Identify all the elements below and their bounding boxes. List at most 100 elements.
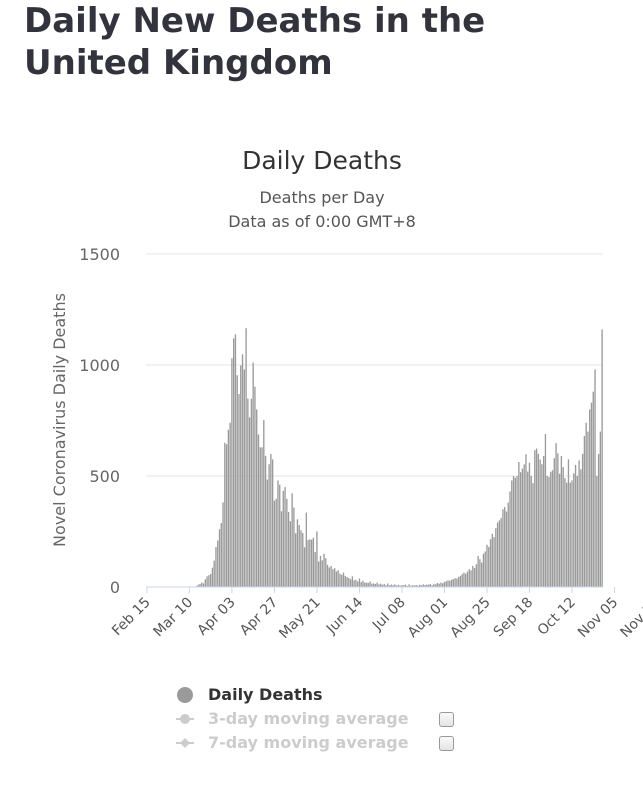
bar[interactable]	[463, 572, 465, 587]
bar[interactable]	[601, 329, 603, 587]
bar[interactable]	[470, 570, 472, 587]
bar[interactable]	[234, 334, 237, 587]
bar[interactable]	[349, 579, 352, 587]
bar[interactable]	[452, 579, 454, 587]
bar[interactable]	[312, 537, 315, 587]
bar[interactable]	[417, 585, 419, 587]
bar[interactable]	[512, 476, 515, 587]
bar[interactable]	[395, 585, 398, 587]
bar[interactable]	[332, 569, 334, 587]
bar[interactable]	[440, 582, 442, 587]
bar[interactable]	[450, 579, 453, 587]
bar[interactable]	[434, 584, 437, 587]
bar[interactable]	[380, 583, 382, 587]
bar[interactable]	[555, 443, 557, 587]
bar[interactable]	[525, 454, 527, 587]
bar[interactable]	[509, 491, 511, 587]
bar[interactable]	[589, 409, 591, 587]
bar[interactable]	[325, 558, 327, 587]
bar[interactable]	[585, 422, 587, 587]
bar[interactable]	[300, 530, 302, 587]
bar[interactable]	[573, 473, 575, 587]
bar[interactable]	[415, 585, 417, 587]
bar[interactable]	[562, 467, 564, 587]
bar[interactable]	[394, 584, 396, 587]
bar[interactable]	[303, 547, 306, 587]
bar[interactable]	[443, 581, 446, 587]
bar[interactable]	[362, 580, 364, 587]
bar[interactable]	[597, 453, 600, 587]
bar[interactable]	[314, 551, 316, 587]
bar[interactable]	[357, 581, 359, 587]
bar[interactable]	[206, 576, 208, 587]
bar[interactable]	[447, 580, 449, 587]
bar[interactable]	[564, 478, 566, 587]
bar[interactable]	[339, 573, 341, 587]
bar[interactable]	[360, 582, 362, 587]
bar[interactable]	[263, 420, 265, 587]
bar[interactable]	[257, 434, 260, 587]
bar[interactable]	[479, 559, 481, 587]
bar[interactable]	[209, 574, 212, 587]
bar[interactable]	[330, 565, 332, 587]
bar[interactable]	[261, 447, 263, 587]
bar[interactable]	[571, 480, 573, 587]
bar[interactable]	[277, 480, 279, 587]
bar[interactable]	[287, 511, 290, 587]
bar[interactable]	[392, 585, 394, 587]
bar[interactable]	[534, 450, 536, 587]
bar[interactable]	[491, 533, 493, 587]
bar[interactable]	[245, 328, 247, 587]
bar[interactable]	[241, 354, 244, 587]
bar[interactable]	[296, 519, 299, 587]
bar[interactable]	[240, 365, 242, 587]
bar[interactable]	[594, 369, 596, 587]
bar[interactable]	[413, 585, 416, 587]
bar[interactable]	[465, 573, 467, 587]
bar[interactable]	[213, 560, 215, 587]
bar[interactable]	[583, 436, 586, 587]
bar[interactable]	[511, 480, 513, 587]
bar[interactable]	[358, 578, 361, 587]
bar[interactable]	[293, 507, 295, 587]
bar[interactable]	[587, 431, 589, 587]
bar[interactable]	[335, 571, 338, 587]
bar[interactable]	[505, 511, 508, 587]
bar[interactable]	[225, 444, 228, 587]
bar[interactable]	[461, 574, 463, 587]
bar[interactable]	[321, 560, 323, 587]
bar[interactable]	[302, 533, 304, 587]
bar[interactable]	[527, 471, 529, 587]
bar[interactable]	[298, 525, 300, 587]
bar[interactable]	[254, 386, 256, 587]
bar[interactable]	[580, 469, 582, 587]
bar[interactable]	[280, 511, 283, 587]
bar[interactable]	[406, 585, 408, 587]
bar[interactable]	[271, 459, 274, 587]
bar[interactable]	[403, 585, 405, 587]
bar[interactable]	[233, 338, 235, 587]
bar[interactable]	[268, 464, 270, 587]
bar[interactable]	[256, 409, 258, 587]
bar[interactable]	[323, 553, 325, 587]
bar[interactable]	[530, 476, 532, 587]
bar[interactable]	[493, 537, 495, 587]
bar[interactable]	[218, 529, 221, 587]
bar[interactable]	[424, 585, 426, 587]
bar[interactable]	[217, 540, 219, 587]
bar[interactable]	[592, 391, 594, 587]
bar[interactable]	[289, 521, 292, 587]
bar[interactable]	[374, 583, 377, 587]
bar[interactable]	[376, 582, 378, 587]
bar[interactable]	[341, 574, 343, 587]
bar[interactable]	[558, 473, 561, 587]
bar[interactable]	[433, 584, 435, 587]
bar[interactable]	[438, 583, 440, 587]
bar[interactable]	[532, 483, 534, 587]
bar[interactable]	[204, 579, 207, 587]
bar[interactable]	[399, 585, 401, 587]
bar[interactable]	[397, 584, 400, 587]
bar[interactable]	[419, 584, 421, 587]
bar[interactable]	[351, 576, 354, 587]
bar[interactable]	[270, 454, 272, 587]
